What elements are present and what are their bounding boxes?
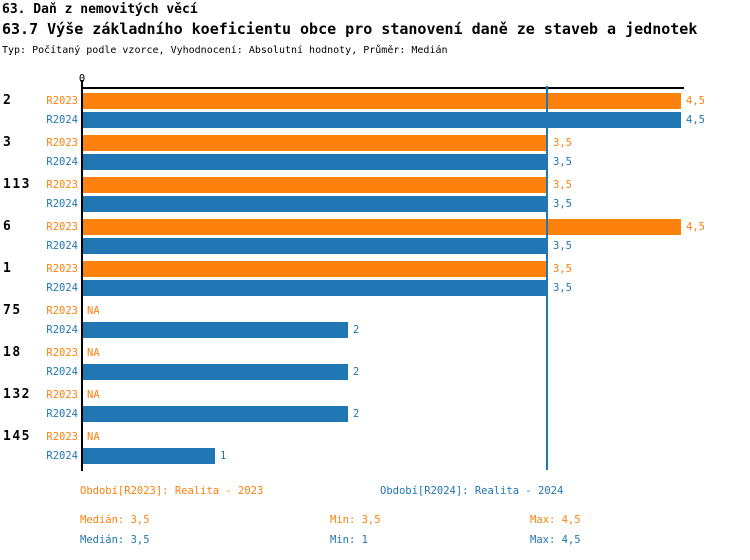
bar-r2024 <box>82 448 215 464</box>
category-label: 2 <box>3 93 13 108</box>
x-axis-line <box>82 87 684 89</box>
category-label: 145 <box>3 429 31 444</box>
bar-value-label: 3,5 <box>553 263 572 275</box>
row-label-r2024: R2024 <box>46 408 78 420</box>
stat-r2024-max: Max: 4,5 <box>530 534 581 546</box>
na-label: NA <box>87 305 100 317</box>
category-label: 6 <box>3 219 13 234</box>
bar-r2024 <box>82 280 548 296</box>
stat-r2023-max: Max: 4,5 <box>530 514 581 526</box>
chart-meta: Typ: Počítaný podle vzorce, Vyhodnocení:… <box>2 45 448 56</box>
bar-value-label: 4,5 <box>686 114 705 126</box>
bar-r2024 <box>82 154 548 170</box>
row-label-r2023: R2023 <box>46 95 78 107</box>
bar-value-label: 4,5 <box>686 221 705 233</box>
bar-r2024 <box>82 196 548 212</box>
bar-r2024 <box>82 322 348 338</box>
row-label-r2023: R2023 <box>46 179 78 191</box>
row-label-r2024: R2024 <box>46 156 78 168</box>
row-label-r2023: R2023 <box>46 263 78 275</box>
bar-r2024 <box>82 406 348 422</box>
row-label-r2024: R2024 <box>46 324 78 336</box>
bar-value-label: 1 <box>220 450 227 462</box>
bar-r2023 <box>82 219 681 235</box>
row-label-r2023: R2023 <box>46 221 78 233</box>
legend-r2024-label: Období[R2024]: Realita - 2024 <box>380 485 564 497</box>
bar-value-label: 3,5 <box>553 240 572 252</box>
y-axis-line <box>81 80 83 471</box>
bar-value-label: 3,5 <box>553 198 572 210</box>
row-label-r2024: R2024 <box>46 282 78 294</box>
category-label: 3 <box>3 135 13 150</box>
row-label-r2024: R2024 <box>46 240 78 252</box>
category-label: 1 <box>3 261 13 276</box>
row-label-r2023: R2023 <box>46 431 78 443</box>
x-axis-zero-label: 0 <box>78 73 86 85</box>
row-label-r2024: R2024 <box>46 366 78 378</box>
row-label-r2024: R2024 <box>46 450 78 462</box>
bar-r2023 <box>82 261 548 277</box>
row-label-r2023: R2023 <box>46 305 78 317</box>
legend-r2023-label: Období[R2023]: Realita - 2023 <box>80 485 264 497</box>
bar-value-label: 2 <box>353 324 360 336</box>
bar-value-label: 3,5 <box>553 137 572 149</box>
row-label-r2023: R2023 <box>46 389 78 401</box>
row-label-r2024: R2024 <box>46 114 78 126</box>
bar-r2023 <box>82 177 548 193</box>
bar-r2023 <box>82 135 548 151</box>
page-title: 63. Daň z nemovitých věcí <box>2 2 198 17</box>
bar-value-label: 3,5 <box>553 282 572 294</box>
stat-r2024-median: Medián: 3,5 <box>80 534 150 546</box>
bar-value-label: 2 <box>353 366 360 378</box>
bar-value-label: 2 <box>353 408 360 420</box>
page-subtitle: 63.7 Výše základního koeficientu obce pr… <box>2 20 698 38</box>
category-label: 132 <box>3 387 31 402</box>
na-label: NA <box>87 389 100 401</box>
bar-value-label: 3,5 <box>553 179 572 191</box>
row-label-r2024: R2024 <box>46 198 78 210</box>
na-label: NA <box>87 347 100 359</box>
bar-r2024 <box>82 364 348 380</box>
bar-value-label: 4,5 <box>686 95 705 107</box>
bar-r2024 <box>82 238 548 254</box>
stat-r2023-min: Min: 3,5 <box>330 514 381 526</box>
row-label-r2023: R2023 <box>46 347 78 359</box>
category-label: 75 <box>3 303 22 318</box>
median-reference-line <box>546 86 548 470</box>
na-label: NA <box>87 431 100 443</box>
row-label-r2023: R2023 <box>46 137 78 149</box>
category-label: 113 <box>3 177 31 192</box>
stat-r2023-median: Medián: 3,5 <box>80 514 150 526</box>
stat-r2024-min: Min: 1 <box>330 534 368 546</box>
bar-r2023 <box>82 93 681 109</box>
bar-r2024 <box>82 112 681 128</box>
bar-value-label: 3,5 <box>553 156 572 168</box>
category-label: 18 <box>3 345 22 360</box>
